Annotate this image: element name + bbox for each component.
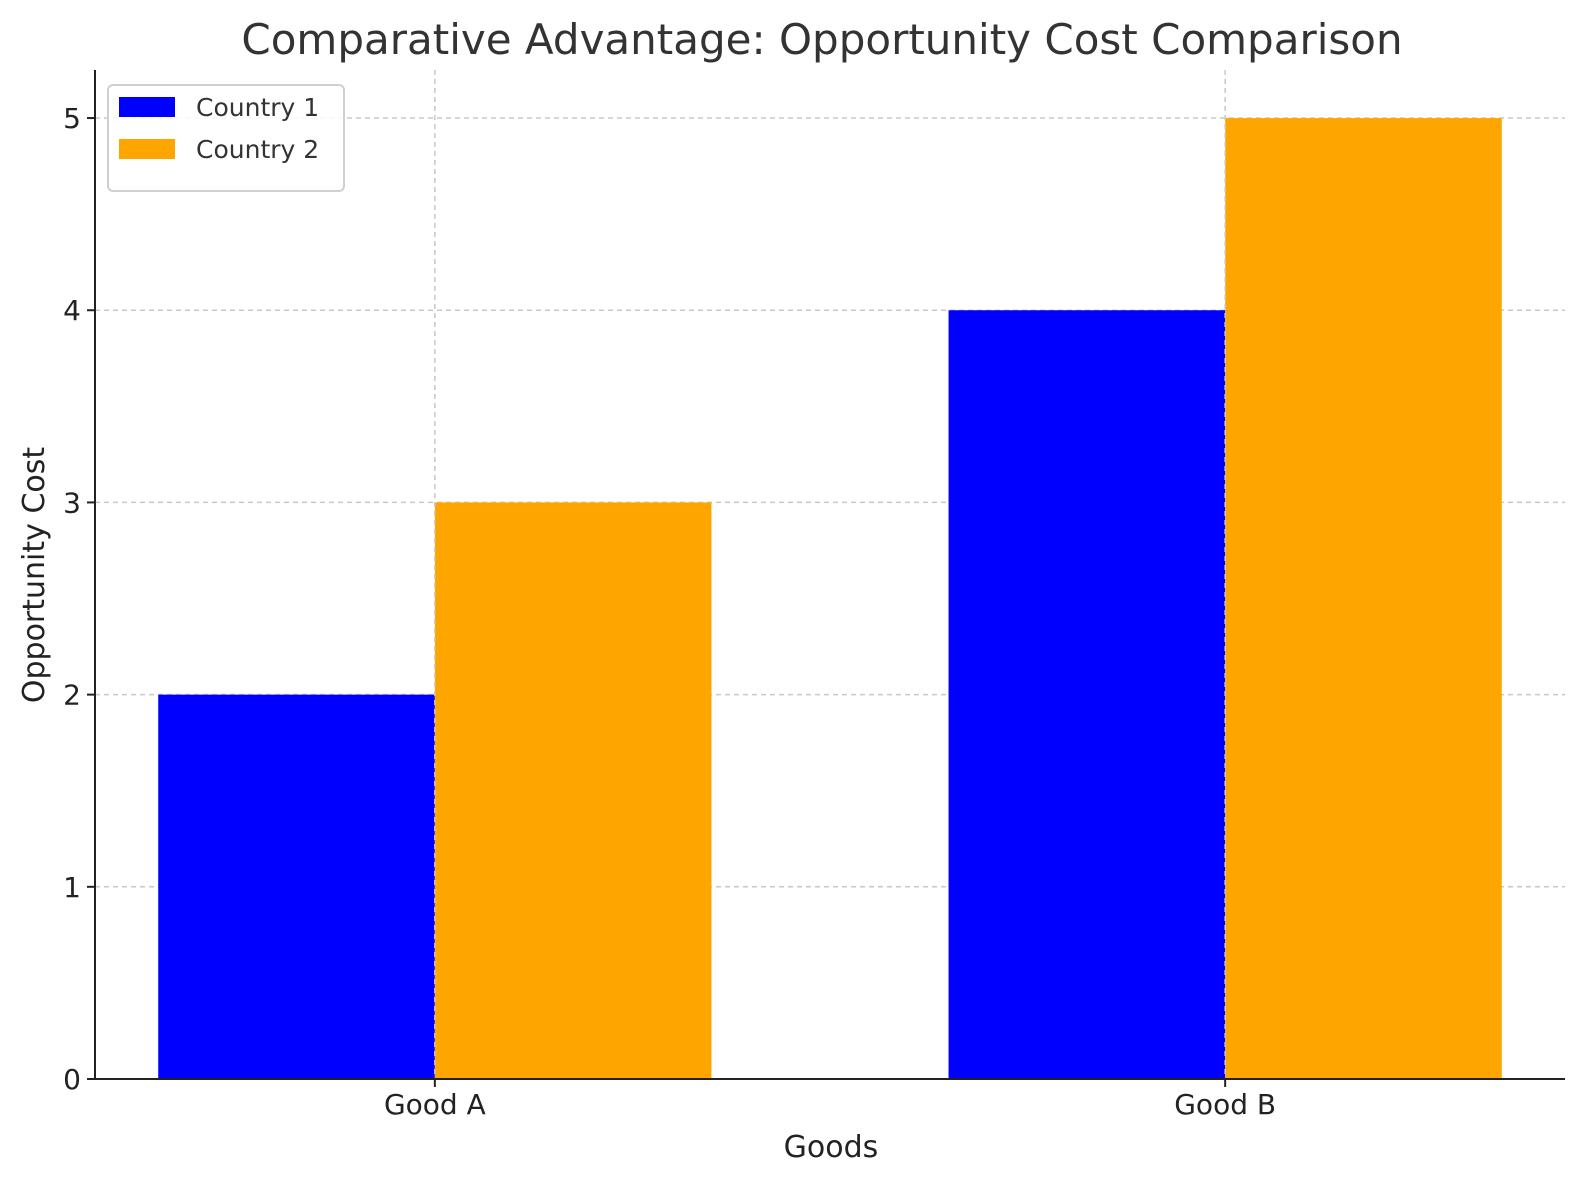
chart-title: Comparative Advantage: Opportunity Cost … [241, 15, 1402, 64]
bar [158, 694, 435, 1079]
x-tick-label: Good B [1174, 1088, 1276, 1121]
legend-label: Country 1 [196, 93, 319, 122]
y-tick-label: 2 [63, 679, 81, 712]
axes [94, 70, 1565, 1080]
y-tick-label: 0 [63, 1063, 81, 1096]
x-ticks: Good A Good B [384, 1079, 1276, 1121]
bar [948, 310, 1226, 1079]
y-tick-label: 4 [63, 294, 81, 327]
y-tick-label: 3 [63, 486, 81, 519]
x-axis-label: Goods [784, 1130, 879, 1165]
y-tick-label: 5 [63, 102, 81, 135]
bar [1225, 118, 1502, 1080]
bars [158, 70, 1502, 1080]
y-axis-label: Opportunity Cost [17, 447, 52, 703]
y-tick-label: 1 [63, 871, 81, 904]
bar [434, 502, 712, 1079]
legend: Country 1 Country 2 [107, 84, 345, 192]
legend-swatch [119, 139, 175, 159]
legend-label: Country 2 [196, 135, 319, 164]
legend-swatch [119, 97, 175, 117]
x-tick-label: Good A [384, 1088, 486, 1121]
y-ticks: 0 1 2 3 4 5 [63, 102, 95, 1096]
